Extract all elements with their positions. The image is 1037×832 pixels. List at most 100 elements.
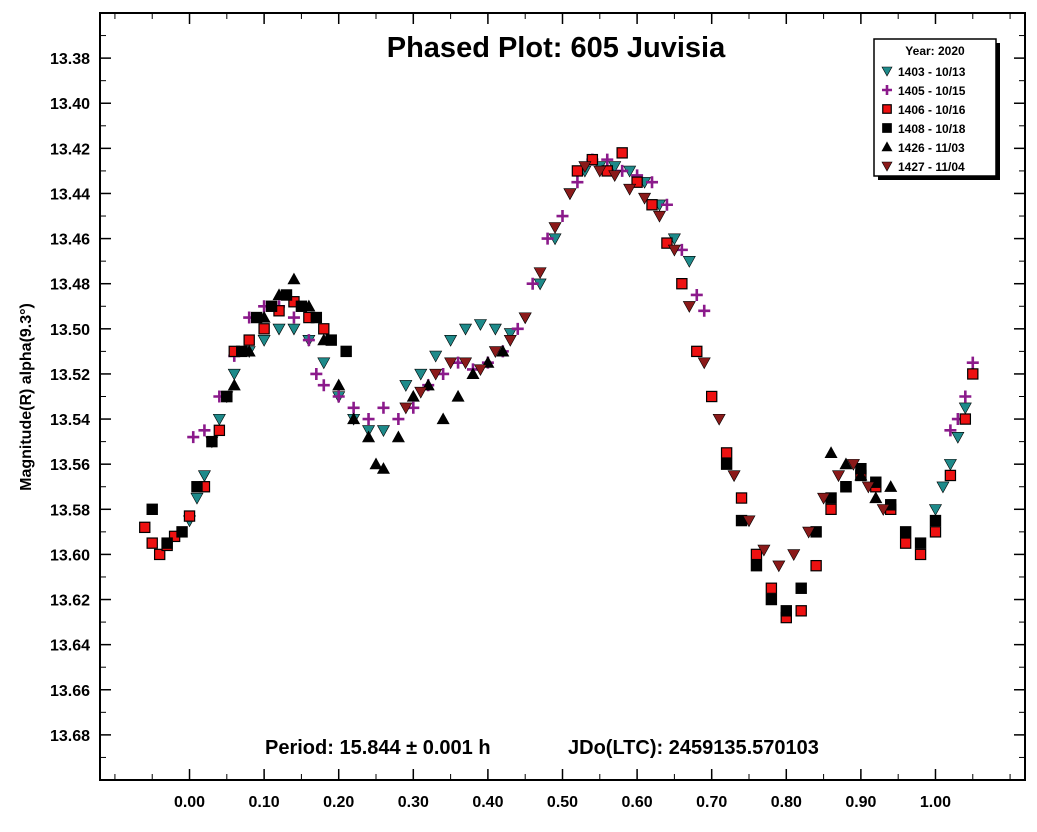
y-tick-label: 13.52 xyxy=(50,367,90,384)
x-tick-label: 0.00 xyxy=(174,794,205,811)
point-series-4 xyxy=(884,480,898,492)
point-series-0 xyxy=(943,459,957,471)
point-series-1 xyxy=(959,390,972,403)
point-series-2 xyxy=(146,537,158,549)
point-series-2 xyxy=(258,323,270,335)
point-series-3 xyxy=(840,481,852,493)
point-series-0 xyxy=(682,256,696,268)
point-series-2 xyxy=(571,165,584,177)
point-series-4 xyxy=(302,299,316,312)
y-tick-label: 13.66 xyxy=(50,683,90,700)
point-series-5 xyxy=(876,504,890,516)
point-series-2 xyxy=(735,492,748,504)
point-series-2 xyxy=(914,548,927,561)
point-series-5 xyxy=(861,481,875,494)
period-label: Period: 15.844 ± 0.001 h xyxy=(265,737,491,759)
point-series-3 xyxy=(780,605,792,617)
point-series-5 xyxy=(727,470,741,483)
point-series-0 xyxy=(287,323,301,336)
point-series-4 xyxy=(466,367,480,380)
point-series-3 xyxy=(720,458,733,470)
point-series-3 xyxy=(206,435,218,448)
point-series-5 xyxy=(831,470,846,483)
point-series-5 xyxy=(399,402,413,415)
point-series-4 xyxy=(406,389,420,402)
point-series-2 xyxy=(139,521,151,534)
point-series-1 xyxy=(198,424,211,437)
point-series-5 xyxy=(488,346,502,359)
point-series-5 xyxy=(652,210,666,223)
point-series-3 xyxy=(914,537,927,549)
x-tick-label: 0.80 xyxy=(771,794,802,811)
point-series-5 xyxy=(846,459,860,471)
y-tick-label: 13.68 xyxy=(50,728,90,745)
point-series-5 xyxy=(787,549,801,562)
point-series-0 xyxy=(444,335,458,347)
point-series-3 xyxy=(929,514,942,527)
point-series-5 xyxy=(578,161,592,174)
point-series-1 xyxy=(302,334,315,347)
point-series-0 xyxy=(414,368,428,381)
x-tick-label: 0.60 xyxy=(622,794,653,811)
point-series-2 xyxy=(705,390,718,403)
point-series-2 xyxy=(631,176,643,188)
point-series-5 xyxy=(563,188,577,201)
point-series-4 xyxy=(347,412,361,425)
y-tick-label: 13.42 xyxy=(50,141,90,158)
point-series-3 xyxy=(750,559,763,572)
legend-marker-1 xyxy=(882,85,892,95)
legend-entry-1: 1405 - 10/15 xyxy=(898,84,966,98)
point-series-2 xyxy=(676,278,688,290)
point-series-5 xyxy=(593,165,607,178)
point-series-5 xyxy=(757,544,771,557)
point-series-5 xyxy=(712,413,726,426)
point-series-2 xyxy=(183,510,196,522)
point-series-0 xyxy=(473,319,487,331)
point-series-1 xyxy=(646,176,659,189)
y-tick-label: 13.58 xyxy=(50,502,90,519)
point-series-4 xyxy=(391,430,405,443)
point-series-5 xyxy=(459,357,473,370)
y-tick-label: 13.56 xyxy=(50,457,90,474)
y-tick-label: 13.54 xyxy=(50,412,90,429)
point-series-1 xyxy=(966,356,979,369)
data-points xyxy=(139,147,979,624)
point-series-2 xyxy=(646,199,658,211)
point-series-1 xyxy=(187,431,200,444)
point-series-1 xyxy=(347,401,360,414)
point-series-4 xyxy=(436,412,450,425)
legend-entry-3: 1408 - 10/18 xyxy=(898,122,966,136)
point-series-5 xyxy=(697,357,711,370)
point-series-2 xyxy=(825,503,837,515)
x-tick-label: 0.20 xyxy=(323,794,354,811)
point-series-4 xyxy=(332,378,346,391)
point-series-2 xyxy=(929,526,942,538)
point-series-1 xyxy=(377,401,390,414)
point-series-5 xyxy=(742,515,756,528)
y-axis-label: Magnitude(R) alpha(9.3°) xyxy=(18,303,35,491)
point-series-4 xyxy=(854,468,868,481)
point-series-2 xyxy=(586,153,599,166)
point-series-0 xyxy=(429,350,443,363)
point-series-0 xyxy=(227,368,241,381)
y-tick-label: 13.50 xyxy=(50,322,90,339)
point-series-4 xyxy=(242,344,256,357)
point-series-1 xyxy=(571,176,584,189)
point-series-1 xyxy=(287,311,300,324)
legend: Year: 2020 1403 - 10/13 1405 - 10/15 1406 … xyxy=(873,38,1000,180)
y-tick-label: 13.38 xyxy=(50,51,90,68)
point-series-4 xyxy=(451,389,465,402)
point-series-2 xyxy=(616,147,628,159)
x-tick-label: 0.70 xyxy=(696,794,727,811)
point-series-1 xyxy=(541,232,554,245)
point-series-2 xyxy=(750,548,763,561)
point-series-1 xyxy=(362,413,375,426)
point-series-2 xyxy=(810,559,822,572)
point-series-4 xyxy=(369,457,383,470)
plot-frame xyxy=(99,12,1026,781)
y-tick-label: 13.44 xyxy=(50,186,90,203)
x-tick-label: 0.90 xyxy=(845,794,876,811)
point-series-4 xyxy=(869,491,883,504)
